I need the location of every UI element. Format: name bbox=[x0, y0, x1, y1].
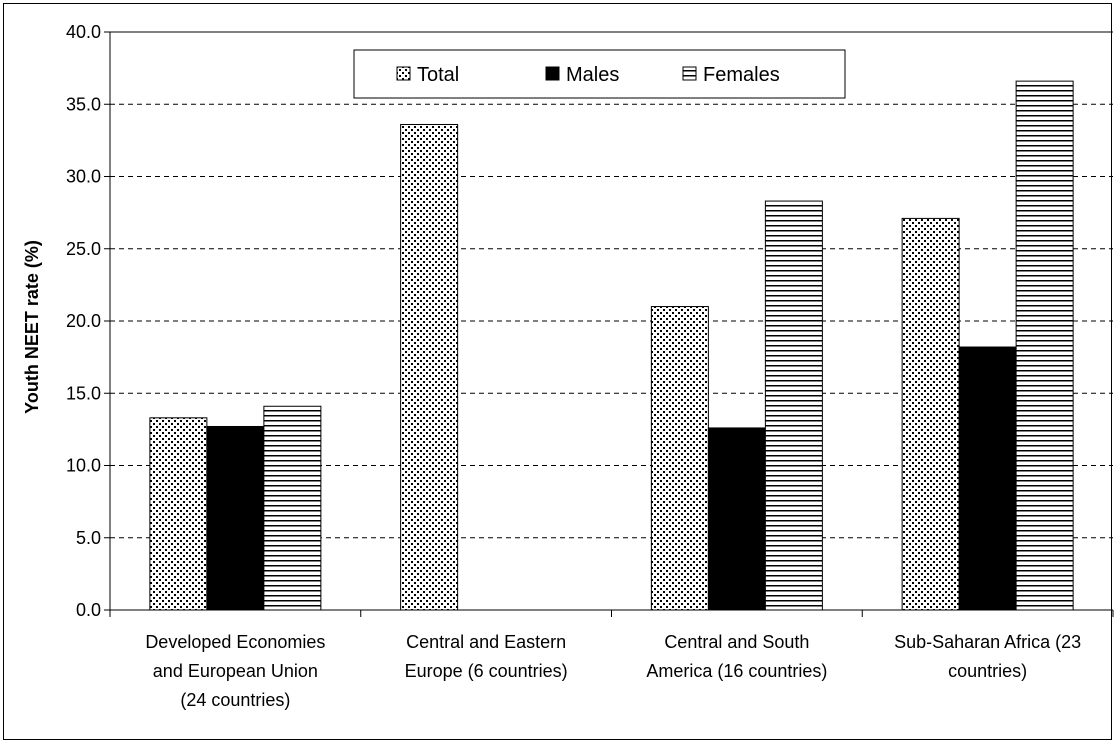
y-tick-label: 5.0 bbox=[76, 528, 101, 548]
bar-total bbox=[901, 217, 960, 611]
bar-total bbox=[650, 306, 709, 611]
category-labels: Developed Economies and European Union (24… bbox=[145, 632, 1081, 710]
bar-total bbox=[149, 417, 208, 611]
bar-males bbox=[958, 346, 1017, 611]
bar-females bbox=[764, 200, 823, 611]
y-tick-label: 30.0 bbox=[66, 167, 101, 187]
legend-swatch-total bbox=[396, 66, 411, 81]
x-category-label: Central and South America (16 countries) bbox=[646, 632, 827, 681]
bar-females bbox=[263, 405, 322, 611]
bars bbox=[149, 80, 1074, 611]
bar-females bbox=[1015, 80, 1074, 611]
x-category-label: Central and Eastern Europe (6 countries) bbox=[405, 632, 568, 681]
x-category-label: Developed Economies and European Union (24… bbox=[145, 632, 325, 710]
y-tick-label: 35.0 bbox=[66, 94, 101, 114]
legend-label-females: Females bbox=[703, 64, 780, 86]
y-tick-label: 40.0 bbox=[66, 22, 101, 42]
legend: Total Males Females bbox=[353, 49, 846, 99]
grid-lines bbox=[104, 31, 1113, 611]
legend-swatch-females bbox=[682, 66, 697, 81]
y-tick-label: 15.0 bbox=[66, 383, 101, 403]
legend-label-total: Total bbox=[417, 64, 459, 86]
legend-box bbox=[353, 49, 846, 99]
x-category-label: Sub-Saharan Africa (23 countries) bbox=[894, 632, 1081, 681]
y-tick-label: 10.0 bbox=[66, 456, 101, 476]
y-tick-label: 0.0 bbox=[76, 600, 101, 620]
y-tick-labels: 0.0 5.0 10.0 15.0 20.0 25.0 30.0 35.0 40.0 bbox=[66, 22, 101, 620]
bar-total bbox=[400, 123, 459, 611]
legend-swatch-males bbox=[545, 66, 560, 81]
y-axis-label: Youth NEET rate (%) bbox=[22, 240, 42, 414]
axes bbox=[109, 31, 1114, 617]
y-tick-label: 20.0 bbox=[66, 311, 101, 331]
bar-males bbox=[206, 425, 265, 611]
y-tick-label: 25.0 bbox=[66, 239, 101, 259]
bar-males bbox=[707, 427, 766, 611]
legend-label-males: Males bbox=[566, 64, 619, 86]
